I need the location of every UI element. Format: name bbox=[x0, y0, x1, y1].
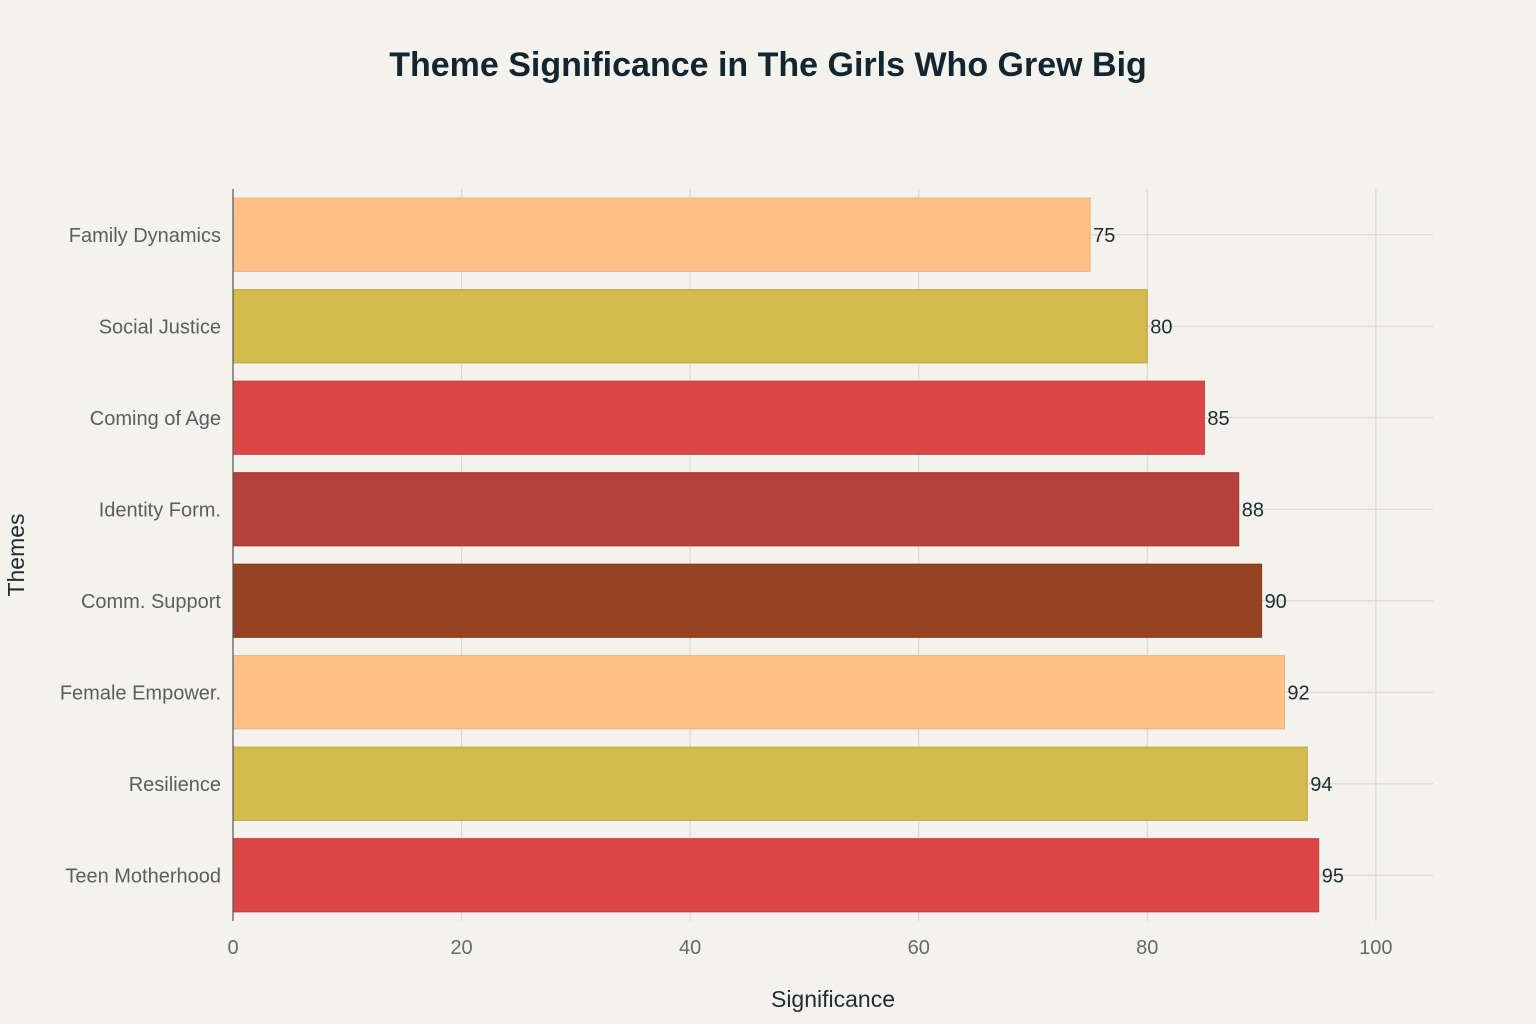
bar bbox=[232, 746, 1308, 821]
x-tick-label: 60 bbox=[908, 937, 930, 959]
bar bbox=[232, 563, 1263, 638]
bar bbox=[232, 472, 1240, 547]
bar bbox=[232, 380, 1205, 455]
category-label: Female Empower. bbox=[60, 682, 221, 704]
data-label: 95 bbox=[1322, 865, 1344, 887]
category-label: Social Justice bbox=[99, 316, 221, 338]
x-tick-label: 40 bbox=[679, 937, 701, 959]
bar bbox=[232, 197, 1091, 272]
data-label: 94 bbox=[1310, 774, 1332, 796]
x-tick-label: 100 bbox=[1359, 937, 1392, 959]
data-label: 88 bbox=[1242, 499, 1264, 521]
category-label: Coming of Age bbox=[90, 408, 221, 430]
bar bbox=[232, 289, 1148, 364]
bars bbox=[232, 197, 1320, 913]
category-label: Resilience bbox=[129, 774, 221, 796]
x-tick-label: 80 bbox=[1136, 937, 1158, 959]
x-tick-label: 0 bbox=[227, 937, 238, 959]
category-label: Family Dynamics bbox=[69, 225, 221, 247]
chart-title: Theme Significance in The Girls Who Grew… bbox=[389, 46, 1147, 84]
data-label: 92 bbox=[1287, 682, 1309, 704]
y-axis-title: Themes bbox=[3, 513, 29, 596]
data-label: 90 bbox=[1265, 591, 1287, 613]
bar bbox=[232, 655, 1285, 730]
data-label: 85 bbox=[1207, 408, 1229, 430]
category-label: Comm. Support bbox=[81, 591, 221, 613]
labels: 0 20 40 60 80 100 Family Dynamics 75 Social Just… bbox=[60, 225, 1393, 959]
bar bbox=[232, 838, 1320, 913]
data-label: 80 bbox=[1150, 316, 1172, 338]
category-label: Teen Motherhood bbox=[65, 865, 221, 887]
x-axis-title: Significance bbox=[771, 986, 895, 1012]
x-tick-label: 20 bbox=[450, 937, 472, 959]
data-label: 75 bbox=[1093, 225, 1115, 247]
category-label: Identity Form. bbox=[99, 499, 221, 521]
